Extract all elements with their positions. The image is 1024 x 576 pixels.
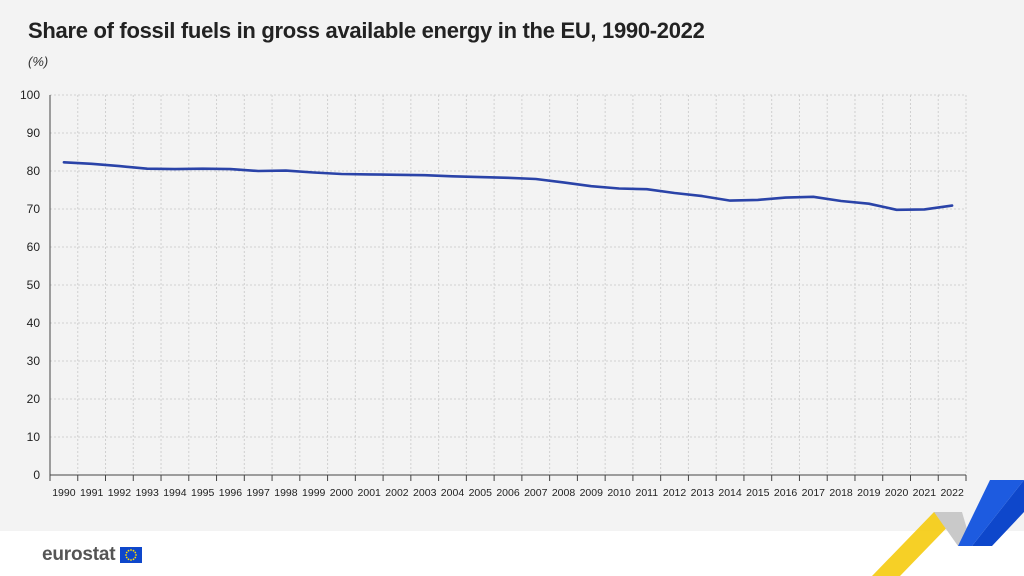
x-tick-label: 1998	[274, 487, 298, 499]
x-tick-label: 2018	[829, 487, 853, 499]
x-tick-label: 2009	[580, 487, 604, 499]
y-tick-label: 40	[27, 316, 41, 330]
x-tick-label: 1999	[302, 487, 326, 499]
eurostat-logo[interactable]: eurostat	[42, 544, 143, 566]
x-tick-label: 2008	[552, 487, 576, 499]
chart-series	[62, 161, 954, 212]
x-tick-label: 2014	[718, 487, 742, 499]
y-tick-label: 90	[27, 126, 41, 140]
x-tick-label: 2003	[413, 487, 437, 499]
x-tick-label: 2004	[441, 487, 465, 499]
x-tick-label: 2006	[496, 487, 520, 499]
eu-flag-icon	[120, 547, 143, 563]
chart-grid	[49, 94, 967, 475]
x-tick-label: 2015	[746, 487, 770, 499]
x-tick-label: 2019	[857, 487, 881, 499]
y-tick-label: 10	[27, 430, 41, 444]
y-tick-label: 30	[27, 354, 41, 368]
y-tick-label: 100	[20, 88, 40, 102]
x-tick-label: 2017	[802, 487, 826, 499]
y-tick-label: 70	[27, 202, 41, 216]
x-tick-label: 2000	[330, 487, 354, 499]
y-tick-label: 80	[27, 164, 41, 178]
x-tick-label: 2012	[663, 487, 687, 499]
y-tick-label: 50	[27, 278, 41, 292]
x-tick-label: 2007	[524, 487, 548, 499]
x-tick-label: 1990	[52, 487, 76, 499]
x-tick-label: 2010	[607, 487, 631, 499]
y-tick-label: 0	[33, 468, 40, 482]
chart-unit-label: (%)	[28, 54, 49, 69]
y-tick-label: 20	[27, 392, 41, 406]
x-tick-label: 1997	[247, 487, 271, 499]
x-tick-label: 1996	[219, 487, 243, 499]
x-tick-label: 2021	[913, 487, 937, 499]
x-tick-label: 1995	[191, 487, 215, 499]
x-tick-label: 2011	[635, 487, 658, 499]
footer-band	[0, 531, 1024, 576]
series-line	[62, 161, 954, 212]
chart-title: Share of fossil fuels in gross available…	[28, 18, 705, 43]
y-tick-label: 60	[27, 240, 41, 254]
x-tick-label: 1991	[80, 487, 104, 499]
x-tick-label: 1994	[163, 487, 187, 499]
logo-text: eurostat	[42, 544, 116, 565]
x-tick-label: 2001	[358, 487, 382, 499]
x-tick-label: 2020	[885, 487, 909, 499]
x-tick-label: 2005	[469, 487, 493, 499]
x-tick-label: 2016	[774, 487, 798, 499]
x-tick-label: 1993	[135, 487, 159, 499]
x-tick-label: 1992	[108, 487, 132, 499]
x-tick-label: 2002	[385, 487, 409, 499]
chart-axes: 0 10 20 30 40 50 60 70 80 90 100 1990 1991 1992 1993 19…	[20, 88, 967, 499]
x-tick-label: 2022	[940, 487, 964, 499]
x-tick-label: 2013	[691, 487, 715, 499]
